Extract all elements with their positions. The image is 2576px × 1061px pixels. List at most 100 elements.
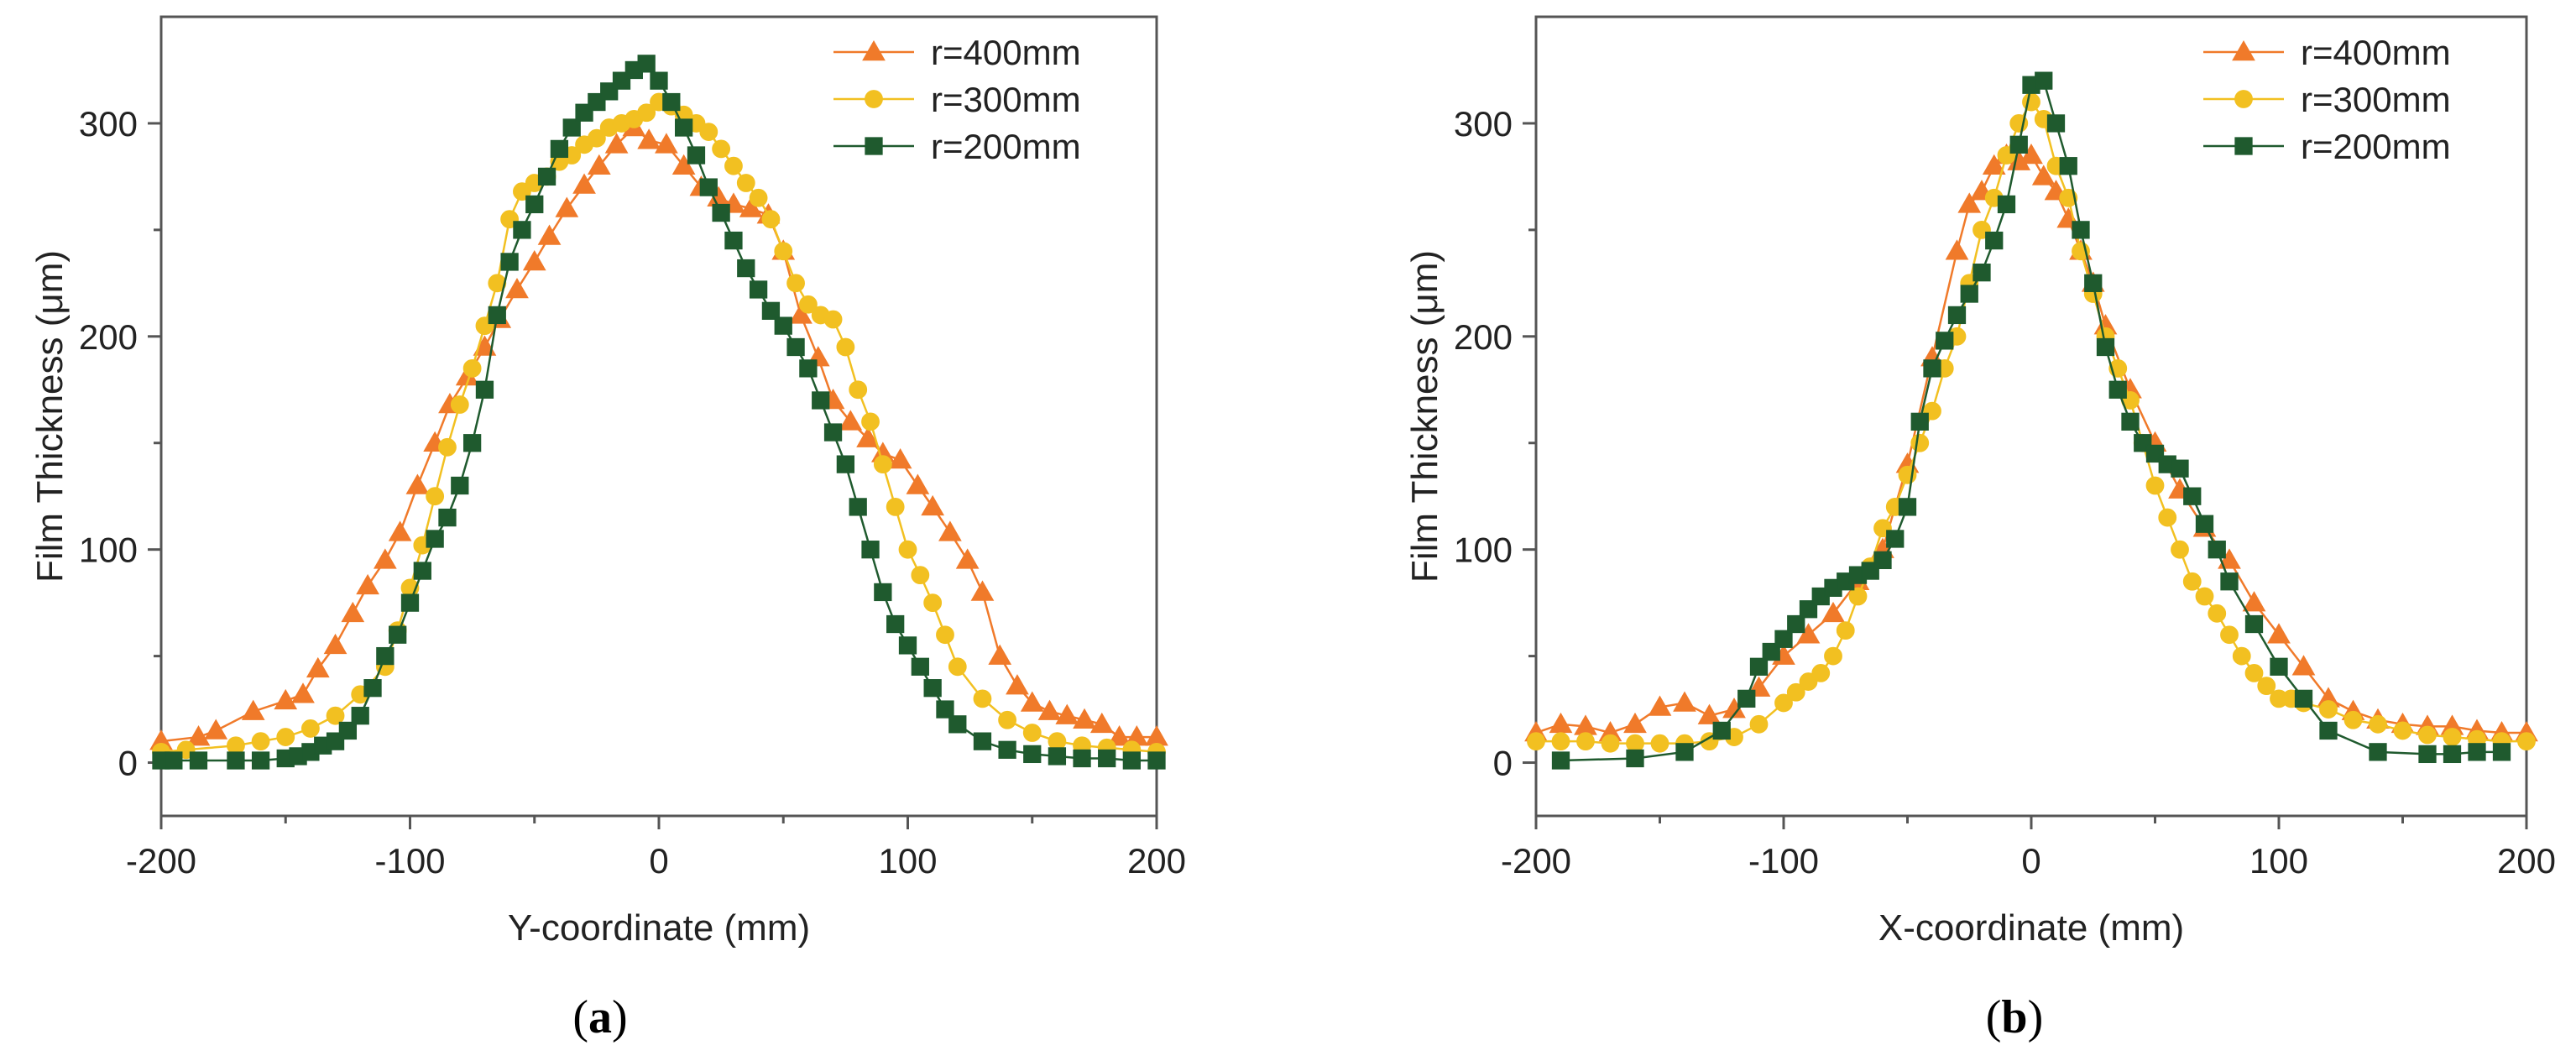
data-point bbox=[1022, 724, 1042, 742]
data-point bbox=[1945, 239, 1969, 260]
data-point bbox=[274, 688, 298, 710]
data-point bbox=[227, 751, 245, 770]
data-point bbox=[973, 689, 992, 708]
data-point bbox=[1923, 359, 1941, 378]
data-point bbox=[251, 732, 270, 751]
data-point bbox=[1972, 264, 1991, 282]
series-r=300mm bbox=[152, 92, 1166, 761]
data-point bbox=[376, 646, 394, 666]
data-point bbox=[786, 337, 805, 357]
data-point bbox=[699, 123, 718, 141]
data-point bbox=[911, 566, 930, 585]
y-tick-label: 100 bbox=[79, 530, 138, 570]
data-point bbox=[2267, 623, 2291, 644]
data-point bbox=[712, 139, 731, 159]
data-point bbox=[1997, 195, 2016, 214]
series-r=400mm bbox=[149, 116, 1168, 750]
data-point bbox=[1749, 714, 1769, 734]
data-point bbox=[400, 593, 420, 612]
legend-marker bbox=[2234, 90, 2253, 108]
series-line bbox=[160, 126, 1157, 743]
y-tick-label: 300 bbox=[79, 104, 138, 144]
data-point bbox=[241, 699, 265, 720]
data-point bbox=[2369, 714, 2387, 734]
legend-label: r=200mm bbox=[931, 127, 1081, 166]
y-tick-label: 300 bbox=[1454, 104, 1513, 144]
data-point bbox=[739, 196, 763, 217]
data-point bbox=[1527, 732, 1545, 751]
series-r=400mm bbox=[1524, 144, 2538, 742]
data-point bbox=[1098, 749, 1116, 768]
data-point bbox=[637, 128, 661, 149]
data-point bbox=[488, 306, 506, 325]
data-point bbox=[1796, 623, 1821, 644]
data-point bbox=[839, 410, 863, 431]
data-point bbox=[1957, 192, 1982, 213]
y-tick-label: 200 bbox=[1454, 317, 1513, 357]
x-tick-label: -200 bbox=[1501, 841, 1571, 881]
data-point bbox=[438, 508, 457, 527]
data-point bbox=[2220, 625, 2239, 645]
data-point bbox=[906, 473, 930, 494]
data-point bbox=[888, 448, 912, 469]
data-point bbox=[204, 719, 228, 740]
data-point bbox=[426, 487, 445, 506]
data-point bbox=[2182, 572, 2202, 591]
series-line bbox=[1535, 154, 2526, 734]
legend-marker bbox=[865, 137, 883, 155]
x-axis-title: Y-coordinate (mm) bbox=[508, 907, 810, 949]
data-point bbox=[2072, 221, 2090, 239]
data-point bbox=[462, 358, 482, 378]
data-point bbox=[1947, 306, 1967, 325]
data-point bbox=[2031, 165, 2056, 186]
data-point bbox=[522, 249, 546, 271]
data-point bbox=[1774, 630, 1793, 648]
data-point bbox=[450, 395, 469, 414]
data-point bbox=[1601, 734, 1620, 753]
x-tick-label: 100 bbox=[2249, 841, 2308, 881]
data-point bbox=[849, 380, 868, 400]
data-point bbox=[1960, 285, 1978, 303]
data-point bbox=[413, 562, 431, 580]
data-point bbox=[1898, 498, 1917, 516]
data-point bbox=[1147, 751, 1166, 770]
legend-marker bbox=[2234, 137, 2253, 155]
data-point bbox=[812, 391, 830, 410]
data-point bbox=[655, 133, 678, 154]
data-point bbox=[936, 700, 954, 719]
data-point bbox=[405, 473, 430, 494]
data-point bbox=[1037, 699, 1062, 720]
panel-b: (b) -200 -100 0 100 200 0 100 200 300 X-coordinat… bbox=[1404, 15, 2556, 1043]
data-point bbox=[604, 133, 629, 154]
data-point bbox=[451, 476, 469, 495]
panel-a: (a) -200 -100 0 100 200 0 100 200 300 Y-coordinat… bbox=[29, 15, 1186, 1043]
data-point bbox=[736, 174, 755, 192]
x-tick-label: 0 bbox=[2021, 841, 2040, 881]
data-point bbox=[2171, 459, 2189, 478]
y-tick-label: 0 bbox=[118, 744, 138, 783]
data-point bbox=[724, 231, 743, 250]
data-point bbox=[1122, 751, 1141, 770]
y-axis-title: Film Thickness (μm) bbox=[1404, 250, 1445, 583]
data-point bbox=[1073, 708, 1096, 729]
data-point bbox=[675, 118, 693, 137]
data-point bbox=[587, 128, 606, 148]
data-point bbox=[1055, 703, 1079, 724]
data-point bbox=[2244, 664, 2264, 682]
series-r=200mm bbox=[152, 55, 1166, 770]
data-point bbox=[1786, 682, 1805, 702]
data-point bbox=[562, 118, 581, 137]
x-tick-label: -100 bbox=[374, 841, 445, 881]
data-point bbox=[338, 721, 358, 740]
data-point bbox=[500, 253, 519, 271]
data-point bbox=[2319, 721, 2338, 740]
data-point bbox=[326, 706, 345, 725]
data-point bbox=[1576, 732, 1595, 751]
data-point bbox=[2208, 604, 2227, 623]
data-point bbox=[712, 203, 730, 222]
data-point bbox=[291, 682, 315, 703]
data-point bbox=[1749, 657, 1769, 676]
data-point bbox=[799, 359, 818, 378]
data-point bbox=[276, 728, 295, 746]
